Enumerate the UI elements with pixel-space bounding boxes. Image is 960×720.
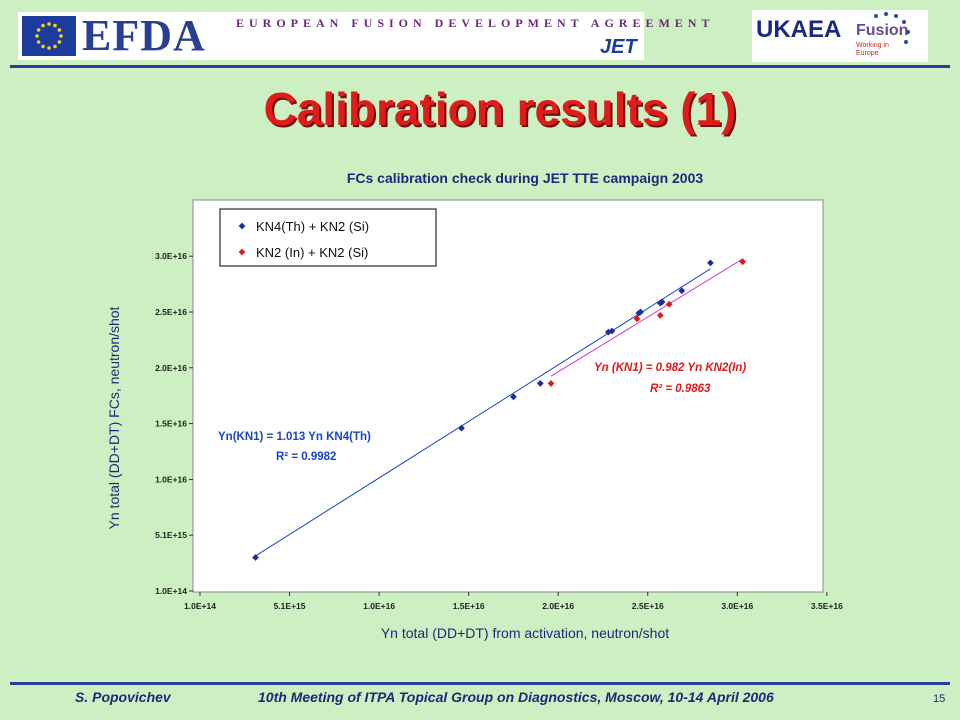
fusion-logo-subtext: Working in Europe xyxy=(856,42,889,57)
x-tick-label: 2.5E+16 xyxy=(632,601,664,611)
legend-box xyxy=(219,208,437,267)
eu-flag-icon xyxy=(22,16,76,56)
footer-author: S. Popovichev xyxy=(75,689,171,705)
x-tick-label: 5.1E+15 xyxy=(274,601,306,611)
chart-title: FCs calibration check during JET TTE cam… xyxy=(346,170,704,186)
fit-line xyxy=(550,258,743,377)
data-point xyxy=(656,311,664,319)
footer-meeting: 10th Meeting of ITPA Topical Group on Di… xyxy=(258,689,774,705)
footer-divider xyxy=(10,682,950,685)
y-tick-label: 1.0E+14 xyxy=(155,586,187,596)
jet-logo-text: JET xyxy=(600,36,637,58)
y-tick-label: 3.0E+16 xyxy=(155,251,187,261)
efda-logo: EFDA EUROPEAN FUSION DEVELOPMENT AGREEME… xyxy=(18,11,709,60)
data-point xyxy=(678,287,686,295)
r-squared-blue: R² = 0.9982 xyxy=(276,451,336,463)
x-tick-label: 3.5E+16 xyxy=(811,601,843,611)
x-tick-label: 3.0E+16 xyxy=(721,601,753,611)
legend-marker xyxy=(238,248,246,256)
x-tick-label: 1.0E+14 xyxy=(184,601,216,611)
y-axis-label: Yn total (DD+DT) FCs, neutron/shot xyxy=(106,306,122,530)
y-tick-label: 2.5E+16 xyxy=(155,307,187,317)
data-point xyxy=(510,393,517,401)
fit-line xyxy=(255,268,711,557)
legend-label: KN4(Th) + KN2 (Si) xyxy=(256,219,369,234)
y-tick-label: 5.1E+15 xyxy=(155,530,187,540)
data-point xyxy=(547,380,555,387)
ukaea-logo-text: UKAEA xyxy=(756,16,842,43)
fusion-logo-text: Fusion xyxy=(856,22,909,39)
x-tick-label: 1.0E+16 xyxy=(363,601,395,611)
data-point xyxy=(458,424,465,432)
header: EFDA EUROPEAN FUSION DEVELOPMENT AGREEME… xyxy=(0,0,960,68)
fit-equation-red: Yn (KN1) = 0.982 Yn KN2(In) xyxy=(594,362,746,374)
data-point xyxy=(739,258,747,266)
y-tick-label: 1.5E+16 xyxy=(155,419,187,429)
slide-title: Calibration results (1) xyxy=(263,83,737,135)
data-point xyxy=(658,298,666,306)
data-point xyxy=(633,315,641,323)
ukaea-logo: UKAEA Fusion Working in Europe xyxy=(752,10,928,62)
data-point xyxy=(252,554,259,561)
stars-icon xyxy=(874,12,910,44)
legend-marker xyxy=(238,222,246,230)
x-axis-label: Yn total (DD+DT) from activation, neutro… xyxy=(380,625,670,641)
efda-logo-text: EFDA xyxy=(82,11,206,60)
efda-tagline: EUROPEAN FUSION DEVELOPMENT AGREEMENT xyxy=(236,16,715,30)
data-point xyxy=(665,300,673,308)
fit-equation-blue: Yn(KN1) = 1.013 Yn KN4(Th) xyxy=(218,431,371,443)
legend-label: KN2 (In) + KN2 (Si) xyxy=(256,245,368,260)
x-tick-label: 2.0E+16 xyxy=(542,601,574,611)
y-tick-label: 1.0E+16 xyxy=(155,474,187,484)
r-squared-red: R² = 0.9863 xyxy=(650,383,711,395)
data-point xyxy=(637,308,644,316)
page-number: 15 xyxy=(933,693,946,705)
data-point xyxy=(608,327,616,335)
x-tick-label: 1.5E+16 xyxy=(453,601,485,611)
y-tick-label: 2.0E+16 xyxy=(155,363,187,373)
header-divider xyxy=(10,65,950,68)
data-point xyxy=(707,259,714,267)
data-point xyxy=(536,380,544,387)
